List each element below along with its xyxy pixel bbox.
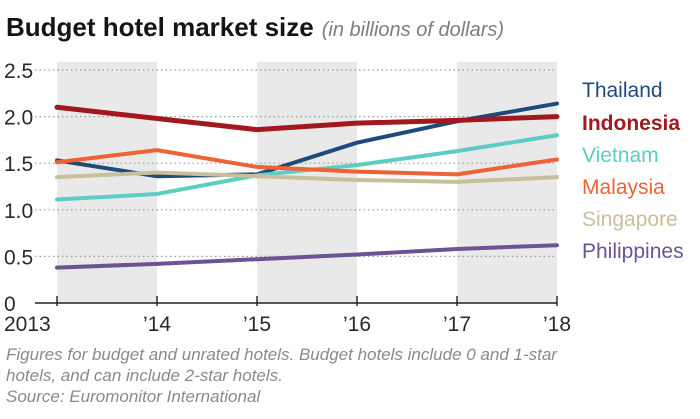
y-tick-label: 0 bbox=[4, 293, 16, 316]
footnote-line-1: Figures for budget and unrated hotels. B… bbox=[6, 345, 557, 364]
legend-label-singapore: Singapore bbox=[582, 208, 678, 231]
footnote-line-2: hotels, and can include 2-star hotels. bbox=[6, 366, 283, 385]
legend-label-indonesia: Indonesia bbox=[582, 112, 680, 135]
y-tick-label: 0.5 bbox=[4, 246, 33, 269]
x-tick-label: ’18 bbox=[543, 313, 571, 336]
x-tick-label: 2013 bbox=[4, 313, 51, 336]
x-tick-label: ’14 bbox=[143, 313, 171, 336]
y-tick-label: 2.5 bbox=[4, 60, 33, 83]
shaded-band bbox=[257, 62, 357, 303]
x-tick-label: ’16 bbox=[343, 313, 371, 336]
y-tick-label: 2.0 bbox=[4, 107, 33, 130]
legend-label-thailand: Thailand bbox=[582, 79, 663, 102]
y-tick-label: 1.0 bbox=[4, 200, 33, 223]
series-line-indonesia bbox=[54, 104, 560, 133]
footnote: Figures for budget and unrated hotels. B… bbox=[6, 344, 696, 407]
chart-subtitle: (in billions of dollars) bbox=[321, 19, 505, 41]
x-tick-label: ’15 bbox=[243, 313, 271, 336]
source-note: Source: Euromonitor International bbox=[6, 387, 261, 406]
chart-title: Budget hotel market size bbox=[6, 12, 314, 42]
series-line-philippines bbox=[55, 243, 559, 270]
x-tick-label: ’17 bbox=[443, 313, 471, 336]
line-chart: 0 0.5 1.0 1.5 2.0 2.5 2013 ’14 ’15 ’16 ’17 ’18 Thail… bbox=[4, 60, 684, 336]
series-line-singapore bbox=[55, 170, 559, 184]
series-line-malaysia bbox=[55, 148, 559, 177]
legend-label-philippines: Philippines bbox=[582, 240, 684, 263]
chart-title-row: Budget hotel market size (in billions of … bbox=[6, 14, 504, 40]
legend-label-vietnam: Vietnam bbox=[582, 144, 659, 167]
legend-label-malaysia: Malaysia bbox=[582, 176, 665, 199]
y-tick-label: 1.5 bbox=[4, 153, 33, 176]
